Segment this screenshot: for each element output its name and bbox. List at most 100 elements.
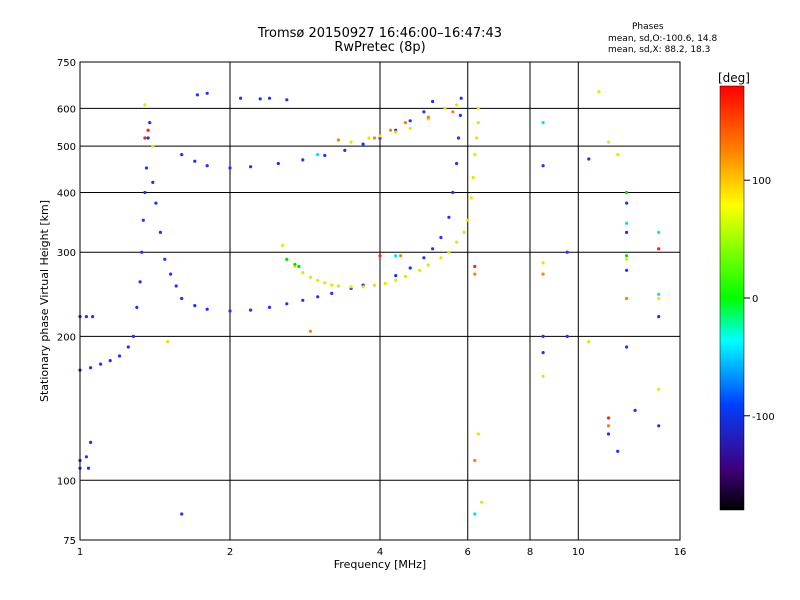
- data-point: [403, 121, 408, 125]
- data-point: [117, 354, 122, 358]
- data-point: [336, 138, 340, 142]
- data-point: [151, 180, 155, 184]
- data-point: [144, 166, 149, 170]
- data-point: [158, 230, 162, 234]
- data-point: [349, 285, 353, 289]
- data-point: [361, 142, 365, 146]
- data-point: [86, 466, 91, 470]
- y-tick-label: 300: [57, 248, 76, 259]
- data-point: [462, 230, 466, 234]
- data-point: [408, 119, 412, 123]
- data-point: [135, 305, 139, 309]
- data-point: [541, 121, 545, 125]
- data-point: [316, 153, 320, 157]
- data-point: [180, 296, 184, 301]
- data-point: [422, 110, 426, 114]
- data-point: [616, 153, 620, 157]
- data-point: [389, 128, 393, 132]
- data-point: [394, 130, 398, 134]
- data-point: [587, 157, 591, 161]
- data-point: [131, 334, 135, 338]
- data-point: [205, 307, 209, 311]
- colorbar-tick-label: -100: [752, 412, 775, 423]
- data-point: [285, 302, 289, 306]
- data-point: [606, 416, 611, 420]
- y-axis-label: Stationary phase Virtual Height [km]: [38, 200, 51, 402]
- data-point: [91, 315, 95, 319]
- data-point: [140, 250, 144, 254]
- data-point: [193, 304, 197, 308]
- data-point: [597, 90, 601, 94]
- data-point: [439, 256, 443, 260]
- grid-lines: [80, 62, 680, 540]
- data-point: [336, 284, 340, 288]
- data-point: [316, 295, 320, 299]
- data-point: [458, 113, 462, 117]
- data-point: [625, 201, 629, 205]
- data-point: [126, 345, 130, 349]
- data-point: [469, 196, 473, 200]
- phase-colorbar: [719, 85, 745, 511]
- data-point: [476, 121, 480, 125]
- data-point: [466, 218, 470, 222]
- data-point: [308, 329, 312, 333]
- y-axis-ticks: 75 100 200 300 400 500 600 750: [57, 58, 76, 547]
- data-point: [443, 106, 447, 110]
- data-point: [541, 351, 545, 355]
- data-point: [439, 235, 443, 240]
- data-point: [473, 264, 477, 269]
- data-point: [657, 296, 661, 301]
- data-point: [166, 340, 170, 344]
- data-point: [657, 424, 661, 428]
- colorbar-ticks: 100 0 -100: [744, 176, 775, 423]
- plot-frame: [79, 61, 681, 541]
- data-point: [343, 148, 347, 152]
- data-point: [267, 96, 272, 100]
- data-point: [422, 256, 426, 260]
- data-point: [455, 161, 459, 166]
- data-point: [372, 136, 377, 140]
- data-point: [625, 296, 629, 301]
- chart-subtitle: RwPretec (8p): [334, 40, 426, 55]
- data-point: [633, 408, 637, 412]
- phases-heading: Phases: [632, 22, 664, 32]
- data-point: [361, 285, 365, 289]
- data-point: [330, 283, 334, 287]
- data-point: [285, 257, 289, 261]
- y-tick-label: 100: [57, 476, 76, 487]
- y-tick-label: 750: [57, 58, 76, 69]
- data-point: [89, 440, 93, 444]
- data-point: [587, 340, 591, 344]
- data-point: [180, 512, 184, 516]
- data-point: [372, 283, 377, 287]
- data-point: [154, 201, 158, 205]
- data-point: [625, 257, 629, 261]
- data-point: [143, 190, 147, 195]
- data-point: [89, 366, 93, 370]
- data-point: [301, 158, 305, 162]
- y-tick-label: 75: [63, 536, 76, 547]
- data-point: [657, 387, 661, 391]
- data-point: [301, 271, 305, 275]
- data-point: [143, 103, 147, 107]
- data-point: [565, 250, 569, 254]
- y-tick-label: 400: [57, 188, 76, 199]
- data-point: [367, 136, 371, 140]
- data-point: [146, 136, 150, 140]
- x-mode-stats: mean, sd,X: 88.2, 18.3: [608, 45, 711, 55]
- data-point: [476, 106, 480, 110]
- data-point: [323, 281, 327, 285]
- data-point: [657, 230, 661, 234]
- data-point: [403, 274, 408, 278]
- data-point: [205, 91, 209, 95]
- x-tick-label: 1: [77, 547, 83, 558]
- data-point: [99, 362, 103, 366]
- data-point: [625, 221, 629, 225]
- x-tick-label: 6: [465, 547, 471, 558]
- data-point: [267, 305, 272, 309]
- data-point: [541, 164, 545, 168]
- data-point: [301, 298, 305, 302]
- data-point: [143, 136, 147, 140]
- data-point: [456, 136, 461, 140]
- data-point: [625, 345, 629, 349]
